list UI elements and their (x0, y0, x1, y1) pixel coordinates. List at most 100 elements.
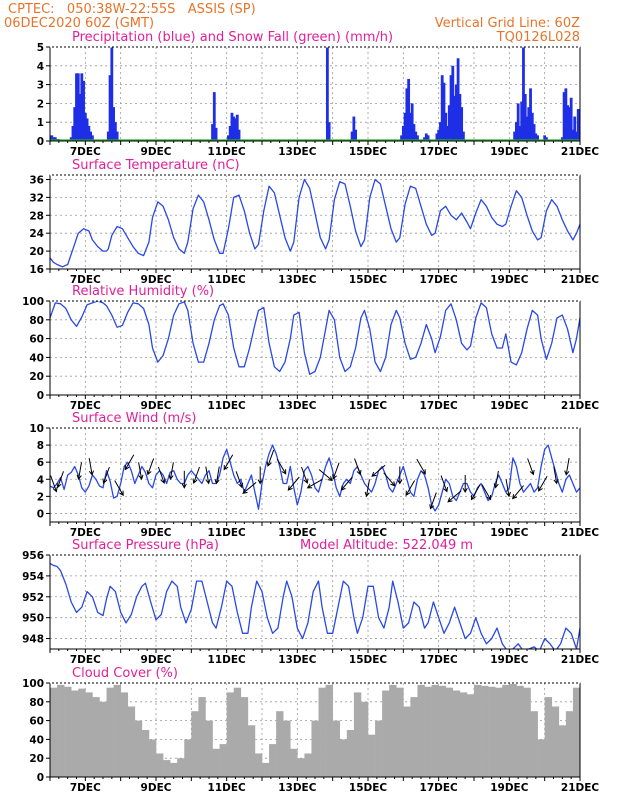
precip-bar (106, 131, 110, 141)
wind-xtick-label: 17DEC (420, 527, 459, 539)
rh-xtick-label: 9DEC (141, 400, 172, 412)
temp-xtick-label: 21DEC (561, 274, 600, 286)
precip-bar (115, 131, 119, 141)
cloud-bar (558, 725, 567, 777)
rh-xtick-label: 21DEC (561, 400, 600, 412)
cloud-bar (226, 692, 235, 777)
precip-bar (460, 107, 464, 141)
wind-arrow (416, 458, 426, 475)
wind-arrow (405, 480, 416, 497)
precip-bar (566, 105, 570, 141)
precip-bar (237, 129, 241, 141)
wind-arrow (332, 462, 340, 480)
cloud-bar (516, 685, 524, 777)
precip-bar (456, 58, 460, 141)
wind-xtick-label: 11DEC (208, 527, 247, 539)
precip-ytick-label: 0 (37, 136, 44, 148)
precip-bar (412, 124, 416, 141)
precip-bar (534, 133, 538, 141)
cloud-xtick-label: 9DEC (141, 782, 172, 794)
precip-bar (212, 92, 216, 141)
rh-ytick-label: 60 (29, 334, 44, 346)
cloud-bar (318, 687, 326, 777)
precip-bar (545, 137, 548, 141)
precip-bar (571, 129, 575, 141)
cloud-bar (523, 687, 531, 777)
cloud-bar (466, 694, 475, 777)
precip-bar (522, 47, 525, 141)
wind-arrow (527, 458, 535, 476)
wind-arrow (440, 475, 449, 493)
wind-arrow (56, 471, 64, 489)
wind-xtick-label: 7DEC (70, 527, 101, 539)
precip-bar (234, 118, 237, 141)
wind-arrow (276, 458, 287, 475)
precip-bar (214, 127, 218, 141)
panel-cloud: Cloud Cover (%) 0 20 40 60 80 100 7DEC 9DEC 11DEC… (22, 666, 599, 794)
temp-ytick-label: 24 (29, 228, 44, 240)
cloud-bar (50, 687, 58, 777)
wind-xtick-label: 13DEC (278, 527, 317, 539)
temp-xtick-label: 17DEC (420, 274, 459, 286)
wind-arrow (181, 470, 187, 489)
cloud-ytick-label: 60 (29, 716, 44, 728)
cloud-bar (205, 720, 213, 777)
cloud-xtick-label: 13DEC (278, 782, 317, 794)
precip-bar (401, 125, 405, 141)
cloud-bar (530, 711, 538, 777)
rh-xtick-label: 11DEC (208, 400, 247, 412)
wind-arrow (306, 478, 323, 489)
precip-bar (352, 116, 356, 141)
wind-arrow (354, 458, 362, 476)
precip-bar (458, 94, 462, 141)
cloud-bar (177, 758, 185, 777)
precip-xtick-label: 15DEC (349, 146, 388, 158)
precip-bar (354, 129, 358, 141)
cloud-bar (396, 687, 404, 777)
cloud-bar (262, 762, 270, 777)
cloud-bar (339, 739, 348, 777)
wind-arrow (318, 469, 333, 482)
temp-xtick-label: 7DEC (70, 274, 101, 286)
precip-bar (69, 137, 73, 141)
precip-bar (515, 122, 518, 141)
temp-xtick-label: 15DEC (349, 274, 388, 286)
temp-data-layer (50, 178, 580, 268)
precip-bar (520, 101, 524, 141)
precip-bar (424, 133, 428, 141)
panels-layer: Precipitation (blue) and Snow Fall (gree… (22, 30, 599, 794)
rh-xtick-label: 17DEC (420, 400, 459, 412)
cloud-bar (389, 684, 397, 777)
temp-ytick-label: 16 (29, 264, 44, 276)
wind-arrow (266, 449, 275, 467)
cloud-bar (565, 711, 574, 777)
wind-arrow (505, 479, 511, 498)
precip-bar (75, 73, 78, 141)
cloud-bar (325, 684, 333, 777)
cloud-bar (297, 758, 305, 777)
wind-arrow (50, 475, 58, 493)
rh-xtick-label: 15DEC (349, 400, 388, 412)
wind-ytick-label: 8 (37, 440, 44, 452)
wind-arrow (512, 485, 524, 500)
cloud-bar (276, 711, 284, 777)
wind-arrow (242, 482, 257, 494)
rh-ytick-label: 20 (29, 371, 44, 383)
precip-bar (560, 137, 564, 141)
cloud-bar (283, 720, 291, 777)
temp-ytick-label: 28 (29, 210, 44, 222)
cloud-bar (537, 739, 545, 777)
precip-bar (451, 65, 455, 141)
precip-bar (80, 73, 84, 141)
precip-bar (350, 131, 354, 141)
cloud-bar (382, 690, 390, 777)
wind-arrow (481, 484, 492, 501)
cloud-bar (170, 762, 178, 777)
precip-bar (52, 137, 55, 141)
cloud-bar (247, 725, 256, 777)
precip-ytick-label: 2 (37, 98, 44, 110)
cloud-bar (438, 685, 447, 777)
cloud-xtick-label: 19DEC (490, 782, 529, 794)
cloud-bar (240, 697, 249, 777)
cloud-bar (445, 687, 454, 777)
